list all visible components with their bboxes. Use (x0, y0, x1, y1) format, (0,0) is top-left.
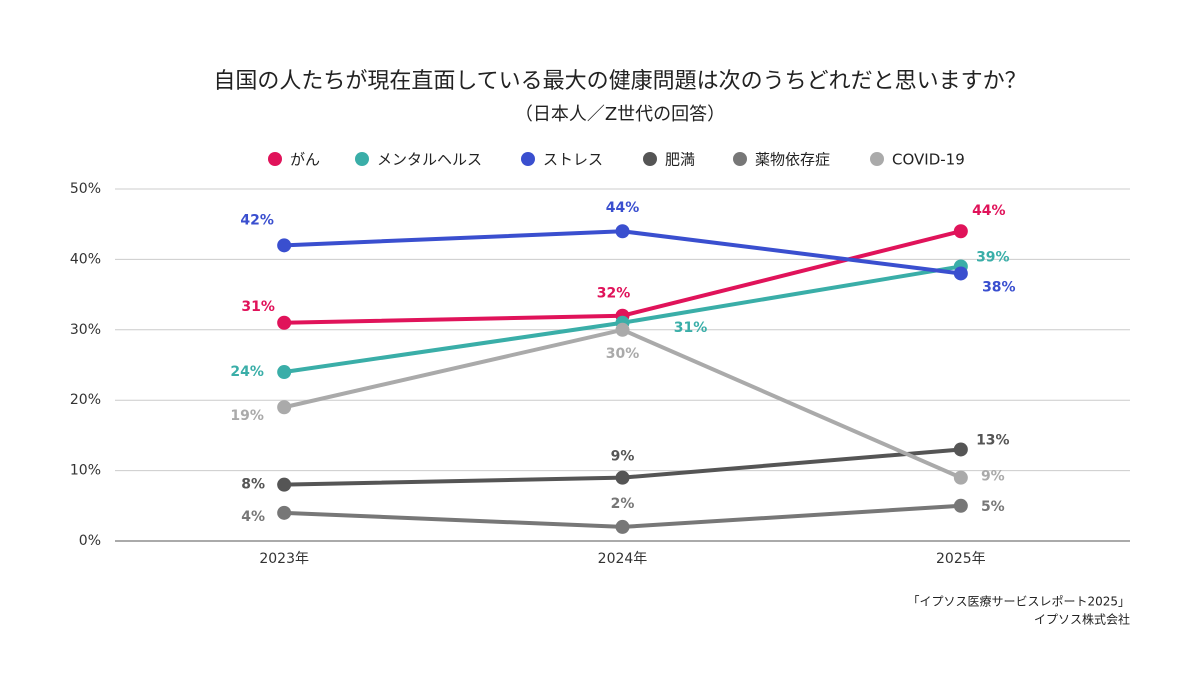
legend-marker (870, 152, 884, 166)
data-point (615, 519, 630, 534)
value-label: 9% (611, 449, 635, 465)
legend-label: 薬物依存症 (755, 151, 830, 169)
data-point (615, 470, 630, 485)
value-label: 2% (611, 496, 635, 512)
legend-label: ストレス (543, 151, 603, 169)
legend-marker (733, 152, 747, 166)
data-point (277, 238, 292, 253)
y-tick-label: 40% (70, 251, 101, 267)
y-tick-label: 50% (70, 181, 101, 197)
value-label: 19% (230, 408, 264, 424)
y-tick-label: 30% (70, 322, 101, 338)
value-label: 31% (674, 320, 708, 336)
chart-title: 自国の人たちが現在直面している最大の健康問題は次のうちどれだと思いますか？ (213, 69, 1026, 94)
source-note: イプソス株式会社 (1034, 612, 1130, 627)
value-label: 38% (982, 279, 1016, 295)
value-label: 31% (241, 299, 275, 315)
value-label: 13% (976, 432, 1010, 448)
value-label: 42% (240, 212, 274, 228)
data-point (615, 224, 630, 239)
value-label: 30% (606, 346, 640, 362)
data-point (953, 224, 968, 239)
x-tick-label: 2024年 (598, 551, 648, 567)
value-label: 24% (230, 364, 264, 380)
data-point (953, 470, 968, 485)
x-tick-label: 2023年 (259, 551, 309, 567)
y-tick-label: 0% (79, 533, 101, 549)
data-point (953, 266, 968, 281)
legend-label: 肥満 (665, 151, 695, 169)
legend-label: メンタルヘルス (377, 151, 482, 169)
legend-label: がん (290, 151, 320, 169)
data-point (953, 442, 968, 457)
data-point (615, 322, 630, 337)
legend-marker (268, 152, 282, 166)
value-label: 44% (972, 203, 1006, 219)
legend-marker (355, 152, 369, 166)
value-label: 9% (981, 469, 1005, 485)
data-point (277, 400, 292, 415)
legend-label: COVID-19 (892, 151, 965, 169)
chart-subtitle: （日本人／Z世代の回答） (515, 104, 725, 125)
data-point (277, 365, 292, 380)
source-note: 「イプソス医療サービスレポート2025」 (907, 595, 1130, 609)
legend-marker (643, 152, 657, 166)
value-label: 32% (597, 286, 631, 302)
legend-marker (521, 152, 535, 166)
data-point (277, 477, 292, 492)
value-label: 4% (241, 509, 265, 525)
y-tick-label: 20% (70, 392, 101, 408)
value-label: 5% (981, 499, 1005, 515)
data-point (953, 498, 968, 513)
value-label: 39% (976, 249, 1010, 265)
value-label: 8% (241, 477, 265, 493)
value-label: 44% (606, 200, 640, 216)
y-tick-label: 10% (70, 463, 101, 479)
data-point (277, 315, 292, 330)
data-point (277, 505, 292, 520)
x-tick-label: 2025年 (936, 551, 986, 567)
